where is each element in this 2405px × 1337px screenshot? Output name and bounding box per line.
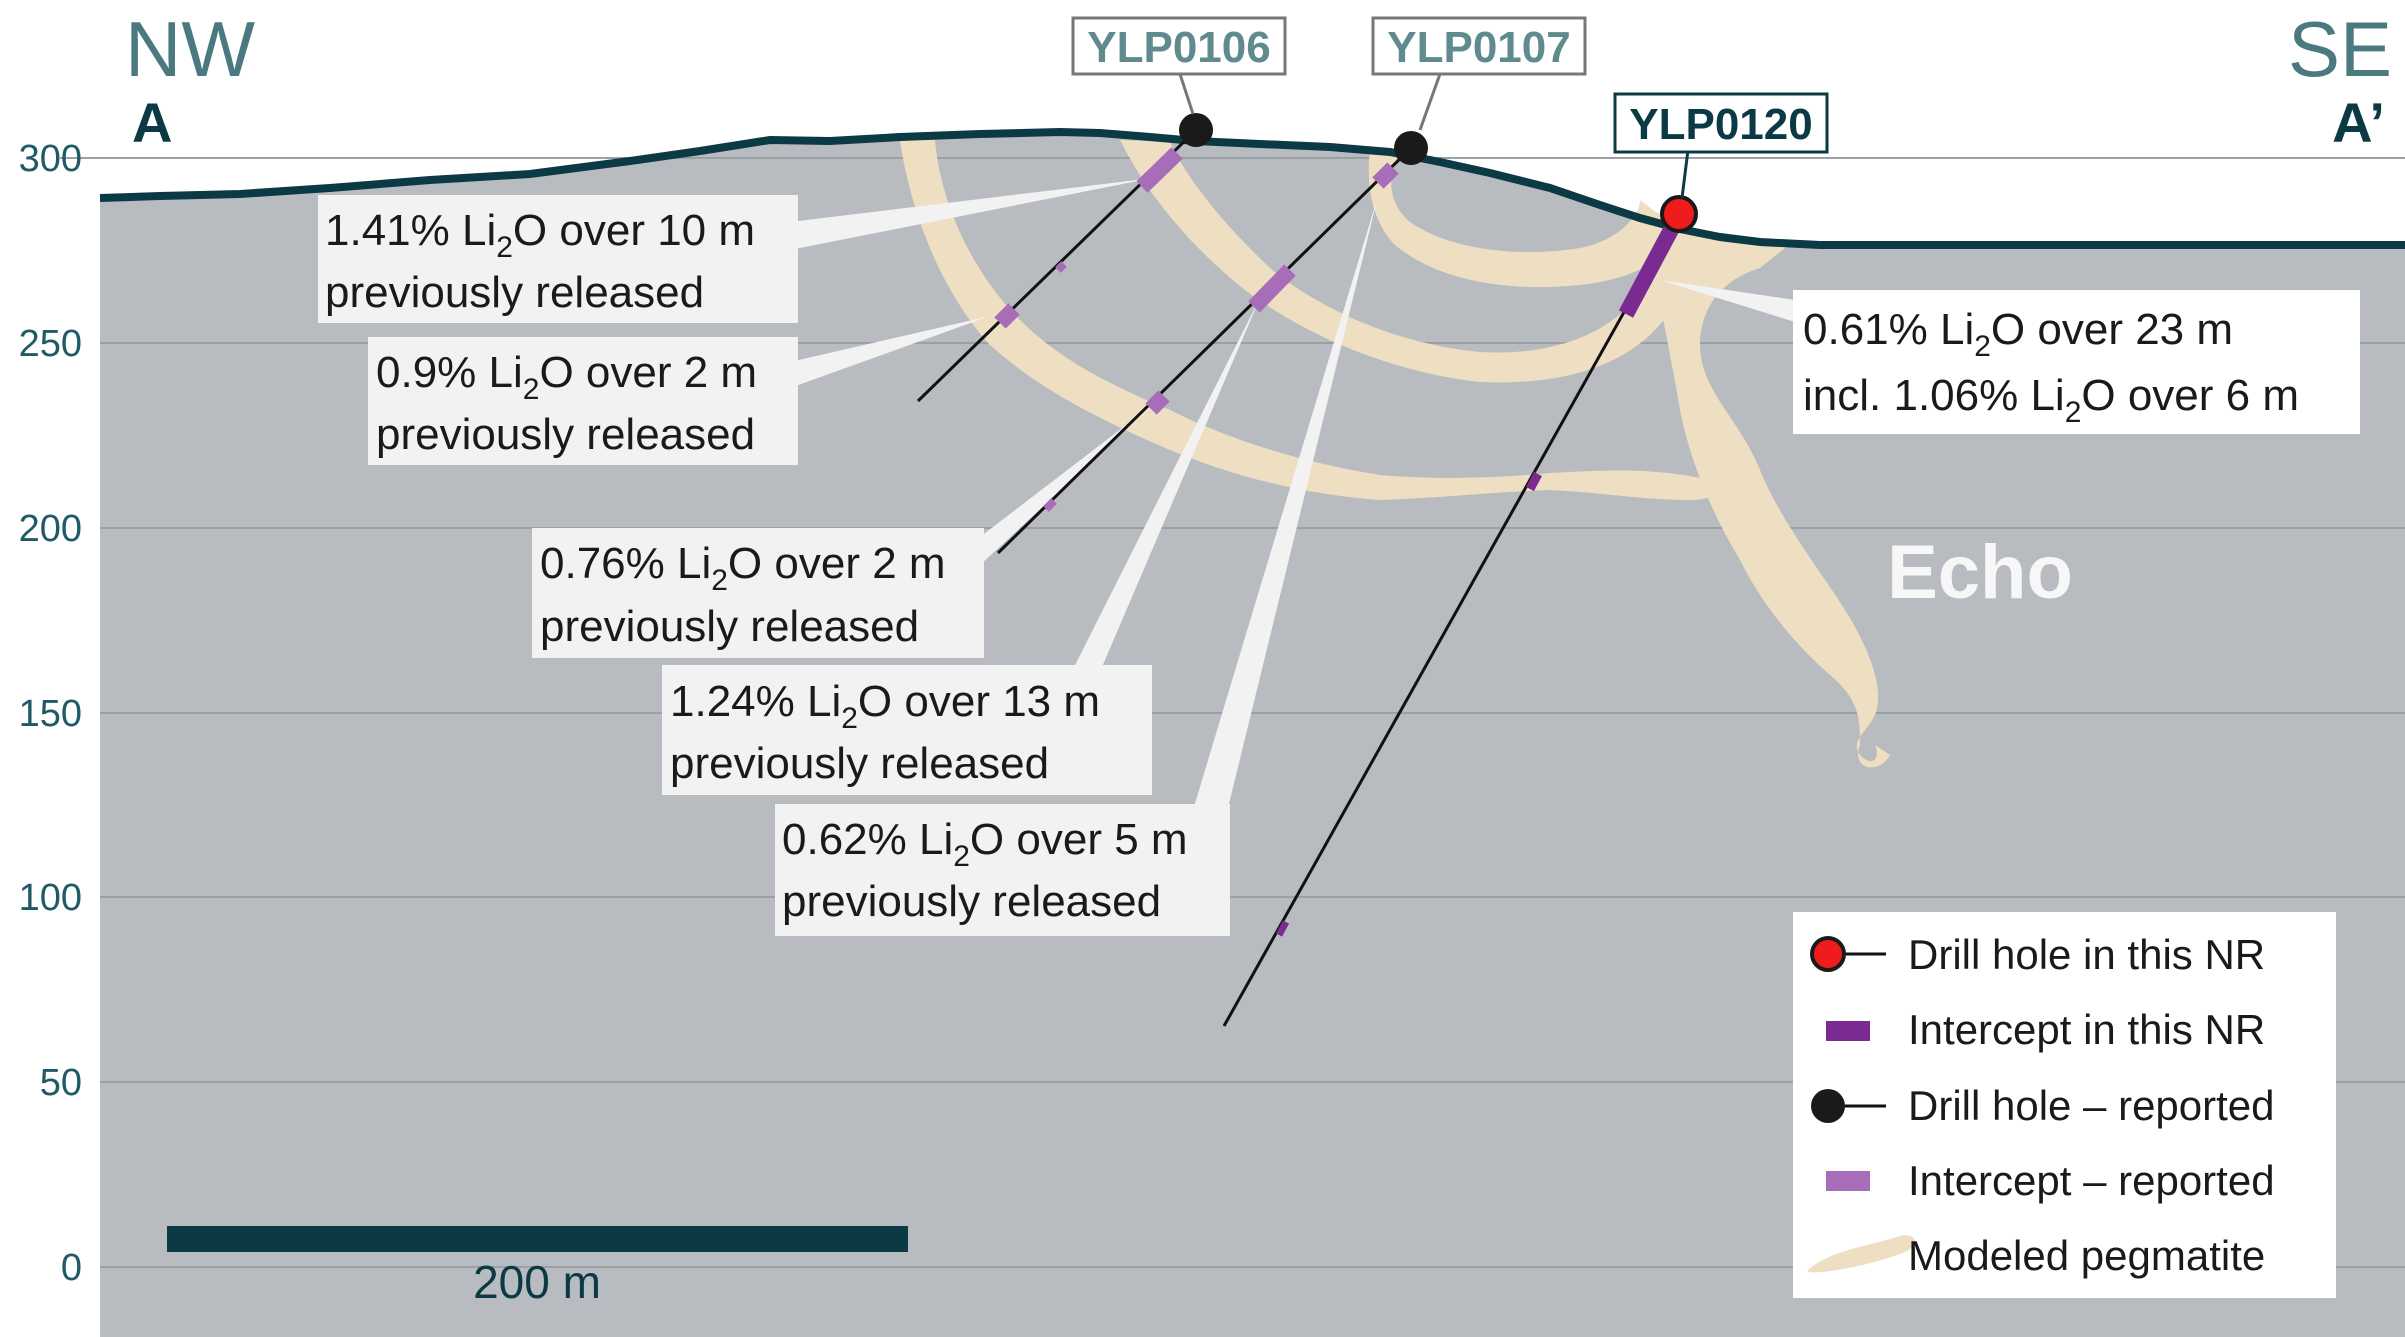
section-end-a-prime: A’	[2332, 91, 2385, 154]
callout-5: 0.62% Li2O over 5 m previously released	[775, 804, 1230, 936]
svg-text:previously released: previously released	[782, 877, 1161, 926]
legend-pegmatite-icon	[1807, 1235, 1915, 1273]
zone-label-echo: Echo	[1887, 530, 2073, 615]
legend-red-collar-icon	[1810, 936, 1846, 972]
y-tick-label: 150	[19, 693, 82, 735]
callout-1: 1.41% Li2O over 10 m previously released	[318, 195, 798, 323]
svg-text:previously released: previously released	[670, 739, 1049, 788]
intercept-ylp0106-lower	[994, 303, 1020, 329]
hole-label-leader-ylp0120	[1680, 149, 1690, 199]
svg-text:Intercept – reported: Intercept – reported	[1908, 1157, 2275, 1204]
modeled-pegmatite	[900, 140, 1890, 768]
drill-trace-ylp0120	[1222, 213, 1681, 1027]
svg-text:Modeled pegmatite: Modeled pegmatite	[1908, 1232, 2265, 1279]
svg-text:0.62% Li2O over 5 m: 0.62% Li2O over 5 m	[782, 815, 1188, 873]
intercepts-this-nr	[1275, 224, 1680, 937]
callout-3: 0.76% Li2O over 2 m previously released	[532, 528, 984, 658]
svg-text:previously released: previously released	[325, 268, 704, 317]
intercepts-reported	[994, 147, 1399, 512]
callout-pointers	[790, 178, 1795, 820]
scale-bar	[167, 1226, 908, 1252]
hole-label-ylp0106: YLP0106	[1087, 23, 1270, 72]
y-tick-label: 50	[40, 1062, 82, 1104]
intercept-ylp0106-mid	[1055, 261, 1067, 273]
intercept-ylp0107-upper	[1372, 162, 1399, 189]
collar-ylp0106	[1179, 113, 1213, 147]
section-end-a: A	[132, 91, 172, 154]
hole-label-leaders	[1178, 73, 1442, 131]
callout-2: 0.9% Li2O over 2 m previously released	[368, 337, 798, 465]
y-tick-label: 300	[19, 138, 82, 180]
legend: Drill hole in this NR Intercept in this …	[1793, 912, 2336, 1298]
direction-nw: NW	[125, 5, 255, 93]
callout-6: 0.61% Li2O over 23 m incl. 1.06% Li2O ov…	[1793, 290, 2360, 434]
intercept-ylp0106-upper	[1136, 147, 1183, 193]
y-axis: 300 250 200 150 100 50 0	[19, 138, 82, 1289]
legend-dark-purple-bar-icon	[1826, 1021, 1870, 1041]
svg-text:Drill hole in this NR: Drill hole in this NR	[1908, 931, 2265, 978]
svg-text:Drill hole – reported: Drill hole – reported	[1908, 1082, 2275, 1129]
svg-text:1.24% Li2O over 13 m: 1.24% Li2O over 13 m	[670, 677, 1100, 735]
svg-text:previously released: previously released	[540, 602, 919, 651]
hole-label-box-ylp0107	[1371, 16, 1587, 76]
legend-black-collar-icon	[1811, 1089, 1845, 1123]
svg-text:1.41% Li2O over 10 m: 1.41% Li2O over 10 m	[325, 206, 755, 264]
intercept-ylp0107-deep	[1043, 498, 1057, 512]
y-tick-label: 250	[19, 323, 82, 365]
y-tick-label: 0	[61, 1247, 82, 1289]
intercept-ylp0120-mid	[1526, 471, 1542, 492]
intercept-ylp0120-main	[1618, 224, 1680, 318]
y-tick-label: 100	[19, 877, 82, 919]
hole-label-ylp0107: YLP0107	[1387, 23, 1570, 72]
collar-ylp0107	[1394, 131, 1428, 165]
callout-4: 1.24% Li2O over 13 m previously released	[662, 665, 1152, 795]
direction-se: SE	[2288, 5, 2392, 93]
svg-text:incl. 1.06% Li2O over 6 m: incl. 1.06% Li2O over 6 m	[1803, 371, 2299, 429]
intercept-ylp0107-mid	[1248, 264, 1296, 313]
intercept-ylp0120-deep	[1275, 920, 1290, 937]
hole-label-box-ylp0106	[1071, 16, 1287, 76]
svg-text:0.61% Li2O over 23 m: 0.61% Li2O over 23 m	[1803, 305, 2233, 363]
hole-label-ylp0120: YLP0120	[1629, 100, 1812, 149]
svg-text:previously released: previously released	[376, 410, 755, 459]
svg-text:0.76% Li2O over 2 m: 0.76% Li2O over 2 m	[540, 539, 946, 597]
scale-bar-label: 200 m	[473, 1256, 601, 1308]
hole-label-box-ylp0120	[1613, 92, 1829, 154]
y-tick-label: 200	[19, 508, 82, 550]
intercept-ylp0107-lower	[1145, 390, 1170, 415]
legend-light-purple-bar-icon	[1826, 1171, 1870, 1191]
svg-text:0.9% Li2O over 2 m: 0.9% Li2O over 2 m	[376, 348, 757, 406]
svg-text:Intercept in this NR: Intercept in this NR	[1908, 1006, 2265, 1053]
collar-ylp0120	[1660, 195, 1698, 233]
drill-trace-ylp0107	[996, 146, 1413, 555]
topography-line	[99, 127, 2405, 249]
